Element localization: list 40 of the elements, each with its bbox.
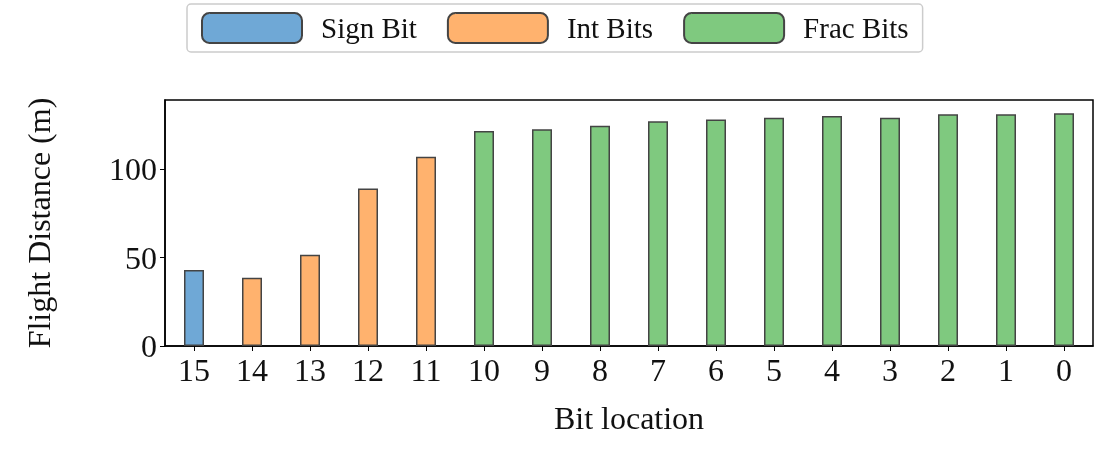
legend-label: Sign Bit <box>321 12 417 44</box>
y-tick-label: 100 <box>109 151 157 188</box>
y-axis-title: Flight Distance (m) <box>21 97 57 349</box>
x-tick-label: 7 <box>650 352 666 388</box>
x-tick-label: 11 <box>410 352 442 388</box>
y-tick-label: 50 <box>125 239 157 276</box>
x-axis-title: Bit location <box>553 400 705 436</box>
x-tick-label: 5 <box>766 352 782 388</box>
x-tick-label: 15 <box>178 352 210 388</box>
x-tick-label: 1 <box>998 352 1014 388</box>
x-tick-label: 2 <box>940 352 956 388</box>
bar <box>300 254 320 346</box>
x-tick-label: 12 <box>352 352 384 388</box>
bar <box>648 121 668 346</box>
bar <box>532 129 552 346</box>
x-tick-label: 8 <box>592 352 608 388</box>
bar <box>184 269 204 346</box>
bar <box>474 130 494 346</box>
legend-label: Frac Bits <box>803 12 909 44</box>
bar <box>242 277 262 346</box>
x-tick-label: 3 <box>882 352 898 388</box>
bar <box>764 117 784 346</box>
x-tick-label: 14 <box>236 352 268 388</box>
bar <box>706 119 726 346</box>
bar <box>880 117 900 346</box>
y-tick-label: 0 <box>141 328 157 364</box>
x-tick-label: 6 <box>708 352 724 388</box>
x-tick-label: 0 <box>1056 352 1072 388</box>
legend-label: Int Bits <box>566 12 654 44</box>
bar <box>358 188 378 346</box>
bar <box>1054 113 1074 346</box>
bar <box>996 114 1016 346</box>
bar <box>416 156 436 346</box>
x-tick-label: 10 <box>468 352 500 388</box>
bar <box>938 114 958 346</box>
bar <box>822 115 842 346</box>
x-tick-label: 4 <box>824 352 840 388</box>
x-tick-label: 9 <box>534 352 550 388</box>
bar <box>590 125 610 346</box>
x-tick-label: 13 <box>294 352 326 388</box>
